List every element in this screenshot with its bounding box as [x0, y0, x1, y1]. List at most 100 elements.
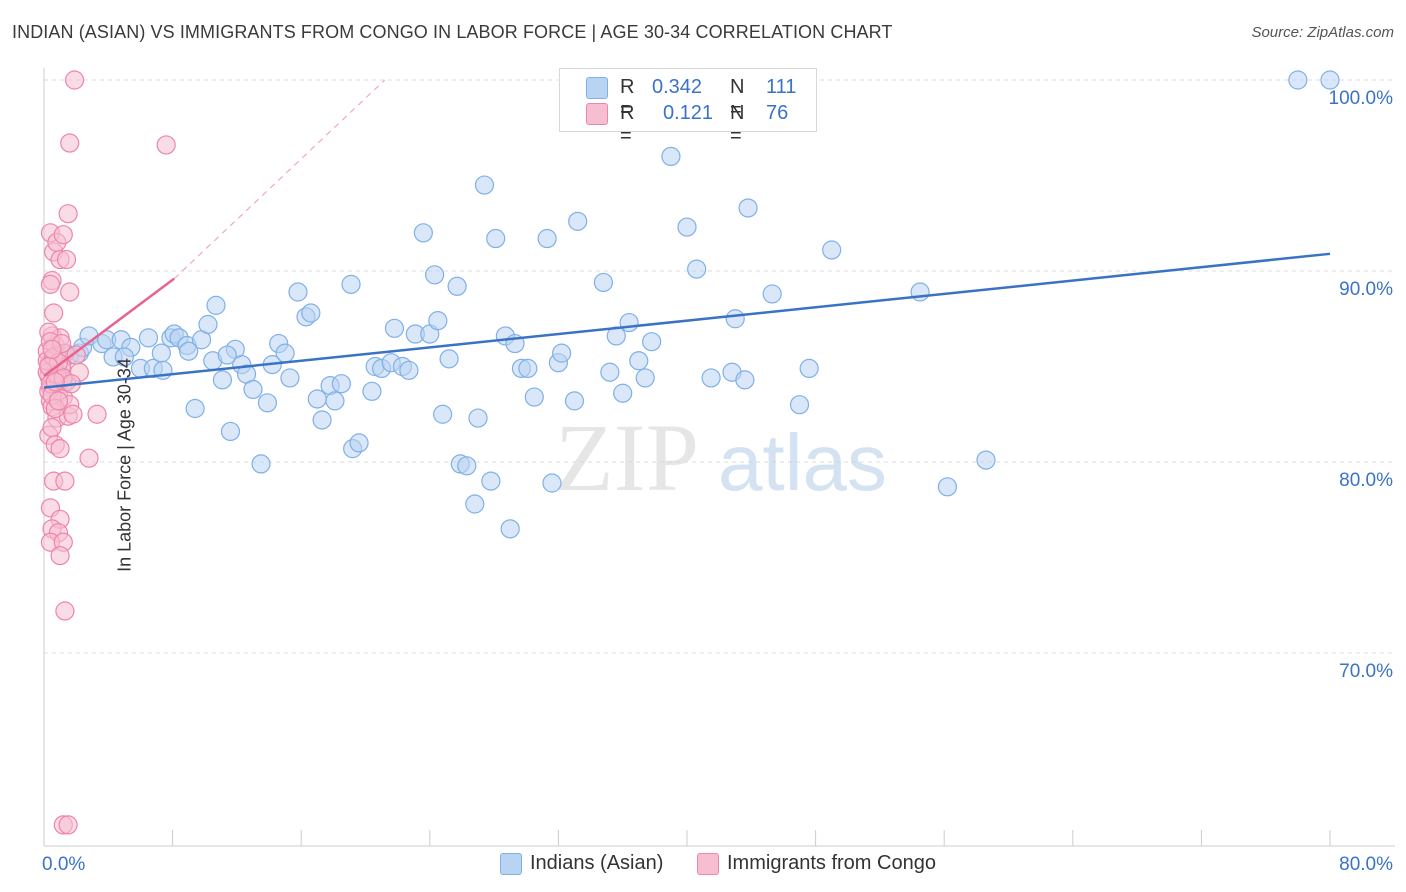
congo-point	[40, 274, 61, 294]
indians-point	[280, 368, 300, 388]
indians-point	[428, 311, 448, 331]
y-tick-label: 90.0%	[1339, 279, 1393, 300]
indians-point	[486, 228, 506, 249]
indians-point	[312, 410, 332, 430]
legend-r-value: 0.121	[663, 102, 714, 124]
indians-point	[468, 408, 488, 428]
indians-point	[243, 379, 263, 400]
indians-point	[465, 494, 485, 514]
congo-point	[50, 545, 70, 566]
legend-r-label: R =	[620, 76, 635, 121]
indians-point	[701, 368, 721, 388]
legend-swatch-congo	[586, 103, 608, 125]
indians-point	[799, 358, 819, 379]
indians-point	[457, 456, 477, 476]
indians-point	[593, 272, 614, 293]
indians-point	[568, 211, 588, 231]
indians-point	[822, 240, 842, 260]
indians-point	[212, 370, 233, 390]
indians-point	[114, 347, 134, 367]
congo-point	[58, 204, 78, 224]
indians-point	[206, 295, 226, 315]
indians-point	[179, 341, 199, 361]
indians-point	[629, 351, 649, 371]
indians-point	[789, 395, 810, 415]
indians-point	[447, 276, 467, 296]
indians-point	[564, 391, 585, 411]
congo-point	[48, 391, 69, 411]
legend-swatch-indians	[586, 77, 608, 99]
bottom-legend: Indians (Asian) Immigrants from Congo	[0, 852, 1406, 878]
legend-n-label: N =	[730, 76, 745, 121]
congo-point	[87, 404, 107, 424]
indians-point	[439, 349, 459, 369]
congo-trend-extension	[173, 79, 386, 280]
indians-point	[288, 282, 308, 302]
congo-point	[79, 448, 99, 468]
indians-point	[185, 398, 205, 419]
indians-point	[1320, 70, 1340, 90]
bottom-legend-swatch-congo	[697, 853, 719, 875]
x-tick-label: 80.0%	[1339, 854, 1393, 875]
indians-point	[1288, 70, 1308, 90]
axes	[43, 68, 1395, 847]
indians-point	[677, 217, 697, 237]
trend-lines	[43, 79, 1331, 389]
indians-point	[220, 421, 241, 442]
congo-point	[42, 418, 62, 438]
indians-point	[524, 387, 544, 407]
indians-point	[138, 328, 159, 348]
indians-point	[301, 303, 321, 323]
bottom-legend-label-indians: Indians (Asian)	[530, 852, 664, 874]
chart-title: INDIAN (ASIAN) VS IMMIGRANTS FROM CONGO …	[12, 22, 893, 42]
watermark: ZIP atlas	[555, 404, 887, 511]
indians-point	[198, 314, 218, 335]
congo-point	[53, 225, 73, 245]
legend-r-label: R =	[620, 102, 635, 147]
legend-n-value: 111	[766, 76, 797, 98]
indians-point	[537, 228, 557, 249]
indians-point	[474, 175, 495, 195]
legend-n-label: N =	[730, 102, 745, 147]
congo-point	[60, 133, 80, 153]
indians-point	[217, 345, 237, 365]
indians-point	[762, 284, 782, 304]
indians-point	[635, 368, 655, 388]
congo-point	[156, 135, 176, 155]
indians-point	[251, 454, 271, 474]
congo-point	[42, 339, 62, 359]
watermark-zip: ZIP	[555, 404, 699, 511]
series-congo-points	[37, 70, 176, 835]
congo-point	[64, 70, 85, 90]
congo-point	[44, 303, 64, 323]
indians-point	[425, 265, 445, 285]
indians-point	[399, 360, 419, 380]
indians-point	[738, 198, 758, 218]
indians-point	[518, 358, 538, 379]
indians-point	[331, 374, 351, 394]
watermark-atlas: atlas	[718, 418, 887, 507]
indians-point	[413, 223, 433, 243]
indians-trend-line	[43, 252, 1331, 389]
congo-point	[50, 439, 70, 459]
x-tick-label: 0.0%	[42, 854, 85, 875]
congo-trend-line	[43, 277, 175, 378]
legend-n-value: 76	[766, 102, 789, 124]
congo-point	[55, 601, 75, 621]
indians-point	[642, 332, 662, 352]
indians-point	[325, 391, 345, 411]
indians-point	[349, 433, 369, 453]
indians-point	[481, 471, 501, 491]
congo-point	[60, 282, 80, 302]
indians-point	[613, 383, 633, 403]
indians-point	[433, 404, 453, 424]
indians-point	[362, 381, 382, 401]
indians-point	[735, 370, 755, 390]
y-tick-label: 80.0%	[1339, 470, 1393, 491]
congo-point	[66, 345, 86, 365]
indians-point	[687, 259, 707, 279]
indians-point	[307, 389, 327, 409]
indians-point	[937, 477, 958, 497]
indians-point	[542, 473, 562, 493]
